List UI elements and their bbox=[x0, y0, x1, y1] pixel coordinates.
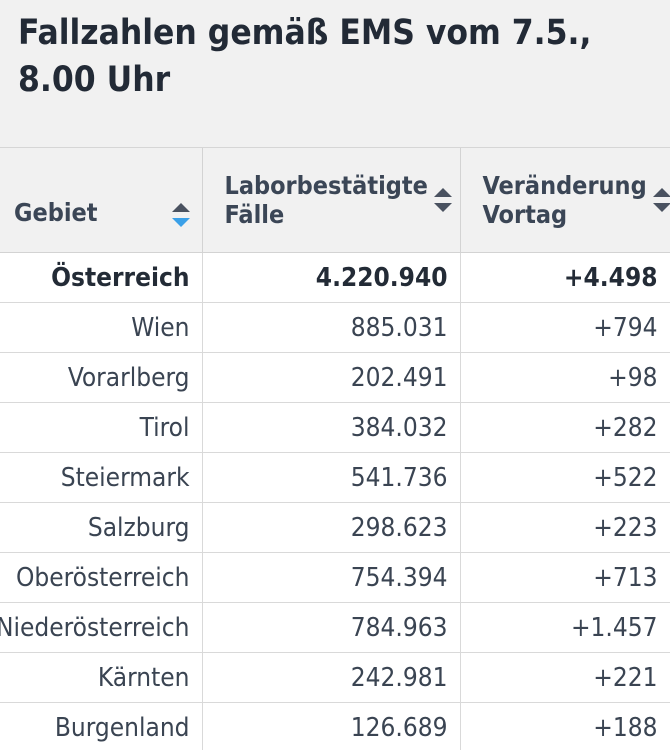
column-header-cases[interactable]: Laborbestätigte Fälle bbox=[202, 148, 461, 253]
table-header: Gebiet Laborbestätigte Fälle Veränderung… bbox=[0, 148, 670, 253]
cell-area: Kärnten bbox=[0, 652, 203, 703]
cell-change: +1.457 bbox=[460, 602, 670, 653]
cell-area: Niederösterreich bbox=[0, 602, 203, 653]
table-row: Wien 885.031 +794 bbox=[0, 302, 670, 353]
cell-change: +221 bbox=[460, 652, 670, 703]
cell-change: +4.498 bbox=[460, 252, 670, 303]
cell-cases: 242.981 bbox=[202, 652, 461, 703]
column-header-change[interactable]: Veränderung Vortag bbox=[460, 148, 670, 253]
cell-change: +282 bbox=[460, 402, 670, 453]
cell-area: Tirol bbox=[0, 402, 203, 453]
table-row: Vorarlberg 202.491 +98 bbox=[0, 352, 670, 403]
page-title: Fallzahlen gemäß EMS vom 7.5., 8.00 Uhr bbox=[18, 13, 592, 100]
cell-cases: 298.623 bbox=[202, 502, 461, 553]
cell-cases: 4.220.940 bbox=[202, 252, 461, 303]
table-row: Kärnten 242.981 +221 bbox=[0, 652, 670, 703]
cell-cases: 784.963 bbox=[202, 602, 461, 653]
cell-area: Steiermark bbox=[0, 452, 203, 503]
cell-cases: 885.031 bbox=[202, 302, 461, 353]
title-bar: Fallzahlen gemäß EMS vom 7.5., 8.00 Uhr bbox=[0, 0, 670, 148]
cell-cases: 202.491 bbox=[202, 352, 461, 403]
cell-change: +98 bbox=[460, 352, 670, 403]
cell-change: +794 bbox=[460, 302, 670, 353]
cell-cases: 126.689 bbox=[202, 702, 461, 750]
table-row: Burgenland 126.689 +188 bbox=[0, 702, 670, 750]
sort-icon[interactable] bbox=[433, 188, 452, 212]
cell-change: +188 bbox=[460, 702, 670, 750]
cell-cases: 754.394 bbox=[202, 552, 461, 603]
table-row: Niederösterreich 784.963 +1.457 bbox=[0, 602, 670, 653]
cell-change: +713 bbox=[460, 552, 670, 603]
column-header-cases-label: Laborbestätigte Fälle bbox=[224, 171, 428, 229]
cell-area: Oberösterreich bbox=[0, 552, 203, 603]
cell-cases: 384.032 bbox=[202, 402, 461, 453]
column-header-area-label: Gebiet bbox=[14, 197, 98, 227]
cell-area: Vorarlberg bbox=[0, 352, 203, 403]
table-row: Salzburg 298.623 +223 bbox=[0, 502, 670, 553]
header-row: Gebiet Laborbestätigte Fälle Veränderung… bbox=[0, 148, 670, 253]
table-row: Oberösterreich 754.394 +713 bbox=[0, 552, 670, 603]
table-body: Österreich 4.220.940 +4.498 Wien 885.031… bbox=[0, 252, 670, 750]
cell-area: Wien bbox=[0, 302, 203, 353]
column-header-area[interactable]: Gebiet bbox=[0, 148, 203, 253]
sort-descending-icon[interactable] bbox=[171, 202, 190, 227]
cell-cases: 541.736 bbox=[202, 452, 461, 503]
cell-change: +223 bbox=[460, 502, 670, 553]
cell-area: Österreich bbox=[0, 252, 203, 303]
table-row: Steiermark 541.736 +522 bbox=[0, 452, 670, 503]
table-row: Tirol 384.032 +282 bbox=[0, 402, 670, 453]
cell-area: Salzburg bbox=[0, 502, 203, 553]
case-table: Gebiet Laborbestätigte Fälle Veränderung… bbox=[0, 148, 670, 750]
column-header-change-label: Veränderung Vortag bbox=[482, 171, 647, 229]
sort-icon[interactable] bbox=[652, 188, 670, 212]
table-row-total: Österreich 4.220.940 +4.498 bbox=[0, 252, 670, 303]
cell-area: Burgenland bbox=[0, 702, 203, 750]
cell-change: +522 bbox=[460, 452, 670, 503]
